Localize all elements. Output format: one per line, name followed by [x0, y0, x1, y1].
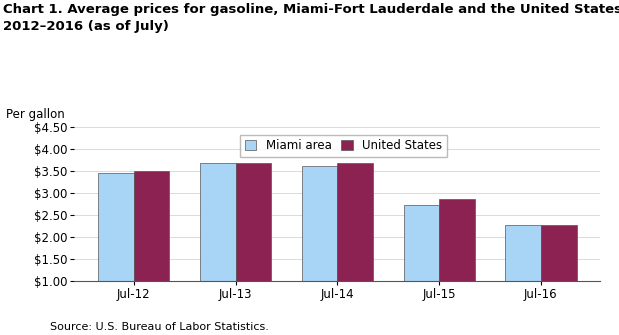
Text: Source: U.S. Bureau of Labor Statistics.: Source: U.S. Bureau of Labor Statistics.: [50, 322, 269, 332]
Bar: [439, 199, 475, 325]
Bar: [236, 163, 271, 325]
Bar: [337, 163, 373, 325]
Bar: [134, 171, 170, 325]
Bar: [541, 224, 576, 325]
Text: Chart 1. Average prices for gasoline, Miami-Fort Lauderdale and the United State: Chart 1. Average prices for gasoline, Mi…: [3, 3, 619, 34]
Legend: Miami area, United States: Miami area, United States: [240, 135, 447, 157]
Bar: [505, 224, 541, 325]
Bar: [98, 173, 134, 325]
Text: Per gallon: Per gallon: [6, 108, 64, 121]
Bar: [301, 165, 337, 325]
Bar: [200, 162, 236, 325]
Bar: [404, 205, 439, 325]
